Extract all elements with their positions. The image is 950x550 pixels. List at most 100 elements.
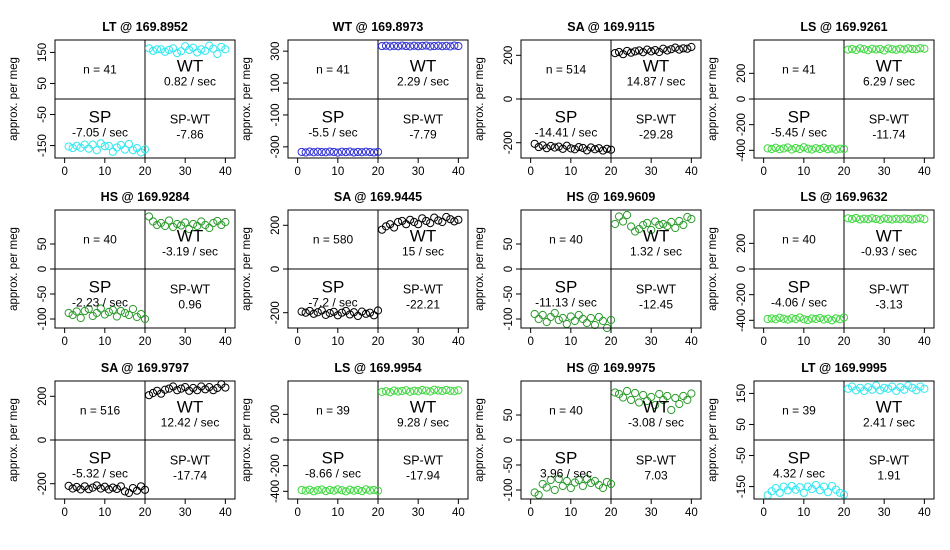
data-point bbox=[369, 148, 379, 157]
data-point bbox=[197, 45, 206, 54]
data-point bbox=[687, 214, 696, 224]
data-point bbox=[140, 145, 150, 154]
x-tick-label: 30 bbox=[412, 166, 425, 178]
data-point bbox=[679, 391, 688, 401]
data-point bbox=[791, 485, 800, 494]
y-tick-label: -200 bbox=[270, 301, 282, 324]
y-tick-label: -200 bbox=[37, 472, 49, 495]
x-tick-label: 40 bbox=[452, 166, 465, 178]
data-point bbox=[635, 398, 644, 407]
data-point bbox=[209, 44, 218, 53]
y-axis-label: approx. per meg bbox=[474, 398, 486, 482]
sp-wt-value: -7.86 bbox=[176, 128, 204, 142]
x-tick-label: 0 bbox=[294, 507, 300, 519]
data-point bbox=[570, 316, 579, 326]
data-point bbox=[406, 215, 415, 224]
data-point bbox=[317, 485, 326, 494]
x-tick-label: 0 bbox=[760, 336, 766, 348]
data-point bbox=[173, 219, 182, 229]
data-point bbox=[598, 316, 608, 326]
data-point bbox=[811, 314, 820, 324]
data-point bbox=[454, 386, 463, 395]
data-point bbox=[815, 144, 824, 154]
y-tick-label: -200 bbox=[270, 454, 282, 477]
data-point bbox=[140, 314, 150, 324]
data-point bbox=[68, 143, 77, 153]
data-point bbox=[626, 222, 636, 231]
data-point bbox=[811, 480, 820, 490]
data-point bbox=[606, 315, 616, 325]
data-point bbox=[594, 312, 604, 322]
y-tick-label: 200 bbox=[503, 46, 515, 65]
x-tick-label: 10 bbox=[331, 166, 344, 178]
data-point bbox=[446, 215, 455, 224]
sp-wt-label: SP-WT bbox=[636, 283, 677, 297]
sp-label: SP bbox=[788, 278, 811, 297]
wt-label: WT bbox=[643, 57, 669, 76]
data-point bbox=[823, 145, 833, 154]
data-point bbox=[851, 386, 861, 395]
data-point bbox=[534, 142, 543, 152]
data-point bbox=[659, 219, 668, 229]
data-point bbox=[357, 307, 367, 316]
data-point bbox=[574, 310, 583, 320]
data-point bbox=[112, 312, 121, 321]
data-point bbox=[80, 306, 89, 316]
data-point bbox=[884, 44, 893, 53]
sp-wt-value: -12.45 bbox=[639, 298, 673, 312]
data-point bbox=[763, 144, 772, 153]
y-tick-label: -100 bbox=[37, 307, 49, 330]
wt-rate: 0.82 / sec bbox=[164, 75, 216, 89]
data-point bbox=[896, 215, 905, 224]
data-point bbox=[446, 386, 455, 395]
data-point bbox=[402, 386, 411, 395]
wt-rate: -3.19 / sec bbox=[162, 245, 218, 259]
y-tick-label: -150 bbox=[37, 134, 49, 157]
data-point bbox=[815, 313, 824, 323]
data-point bbox=[389, 41, 399, 51]
sp-rate: -5.45 / sec bbox=[771, 126, 827, 140]
sp-rate: -7.05 / sec bbox=[72, 126, 128, 140]
data-point bbox=[381, 222, 391, 231]
data-point bbox=[855, 215, 865, 224]
y-axis-label: approx. per meg bbox=[241, 227, 253, 311]
data-point bbox=[221, 217, 230, 227]
data-point bbox=[908, 383, 917, 392]
y-axis-label: approx. per meg bbox=[241, 57, 253, 141]
data-point bbox=[217, 42, 226, 51]
sp-label: SP bbox=[555, 449, 578, 468]
data-point bbox=[414, 42, 423, 51]
sample-count: n = 40 bbox=[83, 233, 117, 247]
data-point bbox=[843, 384, 853, 393]
data-point bbox=[414, 220, 423, 229]
wt-label: WT bbox=[643, 398, 669, 417]
data-point bbox=[104, 307, 113, 317]
data-point bbox=[558, 481, 567, 491]
y-tick-label: -50 bbox=[37, 286, 49, 303]
x-tick-label: 20 bbox=[139, 166, 152, 178]
data-point bbox=[590, 320, 600, 330]
panel: SA @ 169.9115 approx. per meg 0 10 20 30 40 -20… bbox=[474, 20, 702, 178]
panel-title: WT @ 169.8973 bbox=[333, 20, 424, 34]
panel-title: LS @ 169.9261 bbox=[800, 20, 887, 34]
data-point bbox=[835, 144, 845, 153]
wt-label: WT bbox=[410, 57, 436, 76]
data-point bbox=[446, 42, 455, 51]
wt-rate: 9.28 / sec bbox=[397, 416, 449, 430]
sp-wt-label: SP-WT bbox=[403, 283, 444, 297]
panel: HS @ 169.9609 approx. per meg 0 10 20 30 40 -10… bbox=[474, 190, 702, 348]
data-point bbox=[369, 485, 379, 495]
data-point bbox=[687, 389, 696, 398]
x-tick-label: 0 bbox=[760, 507, 766, 519]
data-point bbox=[345, 310, 354, 319]
data-point bbox=[888, 215, 897, 224]
x-tick-label: 40 bbox=[219, 507, 232, 519]
y-tick-label: 150 bbox=[37, 43, 49, 62]
data-point bbox=[667, 45, 676, 54]
data-point bbox=[72, 307, 81, 316]
panel-title: SA @ 169.9797 bbox=[101, 361, 189, 375]
data-point bbox=[124, 310, 134, 320]
data-point bbox=[385, 388, 395, 397]
data-point bbox=[618, 393, 628, 402]
data-point bbox=[671, 223, 680, 233]
